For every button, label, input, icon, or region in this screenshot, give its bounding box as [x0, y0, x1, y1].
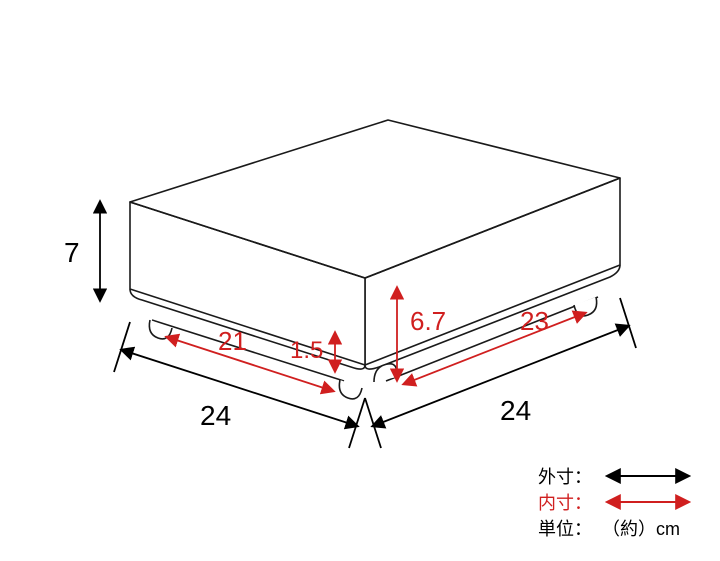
- dim-inner-width-left: 21: [218, 326, 247, 356]
- legend-inner-label: 内寸：: [538, 489, 592, 515]
- dim-outer-width-left: 24: [200, 400, 231, 431]
- legend-unit-value: （約）cm: [602, 515, 694, 541]
- dim-inner-width-right: 23: [520, 306, 549, 336]
- dim-inner-height: 6.7: [410, 306, 446, 336]
- legend-inner-row: 内寸：: [538, 489, 694, 515]
- legend-unit-row: 単位： （約）cm: [538, 515, 694, 541]
- legend-outer-label: 外寸：: [538, 463, 592, 489]
- legend-outer-row: 外寸：: [538, 463, 694, 489]
- legend-outer-arrow-icon: [602, 468, 694, 484]
- dim-outer-width-right: 24: [500, 395, 531, 426]
- legend-inner-arrow-icon: [602, 494, 694, 510]
- dim-inner-gap: 1.5: [290, 337, 323, 364]
- dim-outer-height: 7: [64, 237, 80, 268]
- legend: 外寸： 内寸： 単位： （約）cm: [538, 463, 694, 541]
- legend-unit-label: 単位：: [538, 515, 592, 541]
